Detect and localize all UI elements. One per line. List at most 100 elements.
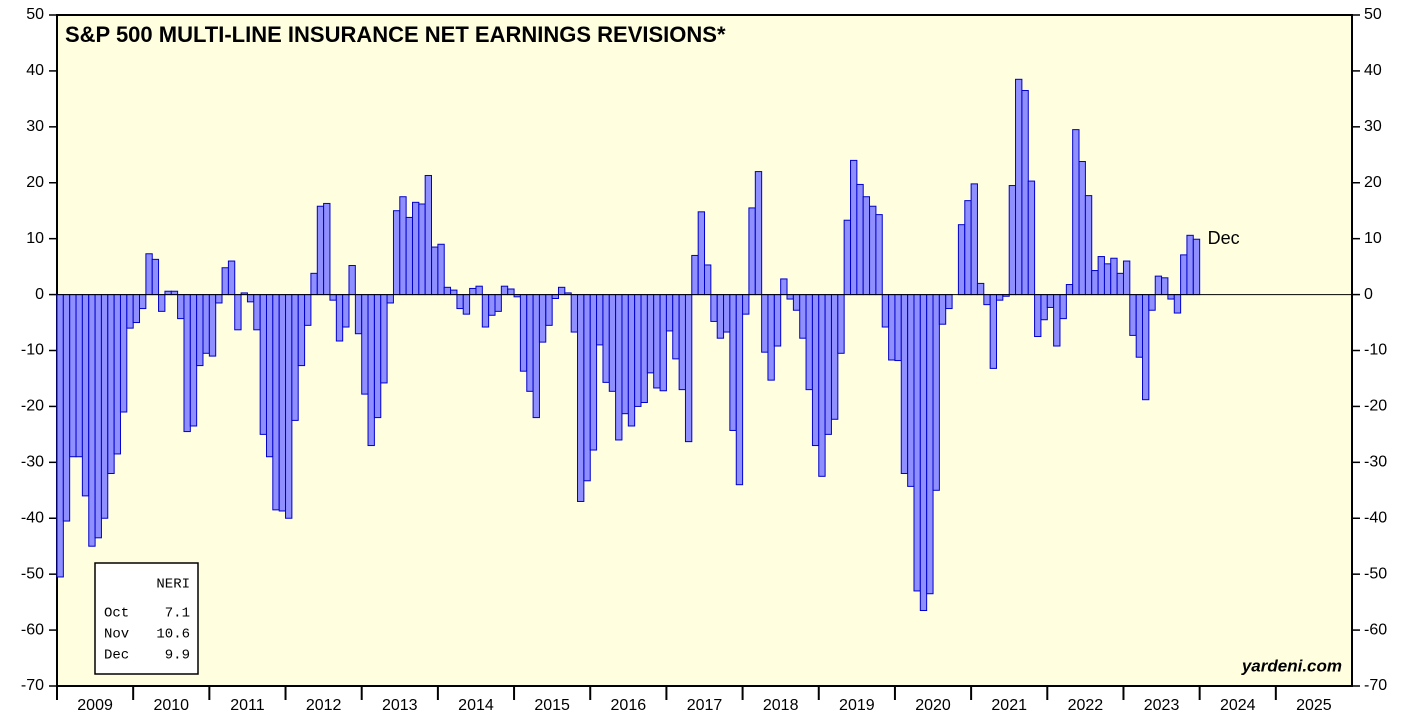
y2-tick-label: -20 [1364, 398, 1387, 415]
x-tick-label: 2016 [611, 697, 647, 714]
bar [272, 294, 280, 511]
bar [1142, 294, 1150, 401]
x-tick-label: 2010 [153, 697, 189, 714]
x-tick-label: 2013 [382, 697, 418, 714]
bar [481, 294, 490, 328]
bar [970, 183, 978, 296]
bar [640, 294, 648, 404]
bar [361, 294, 369, 395]
bar [208, 294, 217, 357]
bar [1135, 294, 1144, 358]
bar [196, 294, 204, 367]
bar [1097, 256, 1105, 296]
bar [767, 294, 775, 381]
bar [373, 294, 382, 419]
y2-tick-label: 20 [1364, 174, 1382, 191]
bar [94, 294, 102, 539]
bar [754, 171, 763, 296]
bar [132, 294, 141, 324]
bar [56, 294, 64, 578]
x-tick-label: 2019 [839, 697, 875, 714]
bar [323, 202, 331, 296]
bar [976, 282, 985, 296]
bar [227, 260, 236, 296]
bar [316, 205, 325, 296]
bar [278, 294, 287, 512]
bar [945, 294, 953, 310]
y-tick-label: -60 [21, 621, 44, 638]
bar [1173, 294, 1182, 314]
bar [773, 294, 782, 347]
bar [1192, 238, 1201, 296]
x-tick-label: 2021 [991, 697, 1027, 714]
bar [837, 294, 845, 354]
bar [246, 294, 255, 303]
x-tick-label: 2018 [763, 697, 799, 714]
bar [989, 294, 998, 369]
bar [259, 294, 268, 435]
bar [392, 210, 401, 296]
bar [418, 203, 426, 296]
bar [253, 294, 261, 331]
bar [843, 219, 851, 296]
bar [557, 286, 566, 296]
bar [596, 294, 604, 346]
x-tick-label: 2025 [1296, 697, 1332, 714]
bar [869, 205, 877, 296]
bar [1103, 263, 1112, 296]
bar [862, 196, 871, 296]
bar [126, 294, 134, 329]
bar [881, 294, 890, 328]
bar [1053, 294, 1061, 347]
bar [691, 254, 699, 296]
y2-tick-label: 50 [1364, 6, 1382, 23]
bar [1161, 277, 1169, 296]
bar [1116, 272, 1124, 296]
x-tick-label: 2022 [1068, 697, 1104, 714]
bar [291, 294, 299, 421]
last-label: Dec [1208, 228, 1240, 248]
bar [145, 253, 153, 296]
bar [1084, 195, 1093, 296]
legend-value: 7.1 [165, 606, 190, 622]
y2-tick-label: 10 [1364, 230, 1382, 247]
bar [1180, 254, 1188, 296]
bar [1021, 89, 1029, 296]
bar [443, 286, 452, 296]
bar [932, 294, 940, 491]
chart-title: S&P 500 MULTI-LINE INSURANCE NET EARNING… [65, 22, 726, 47]
bar [469, 287, 477, 296]
legend-month: Dec [104, 648, 129, 664]
bar [799, 294, 807, 339]
bar [1072, 129, 1080, 296]
bar [100, 294, 109, 519]
bar [1154, 275, 1163, 296]
bar [1065, 284, 1074, 296]
bar [1091, 270, 1099, 296]
bar [488, 294, 496, 316]
bar [545, 294, 553, 326]
bar [462, 294, 471, 315]
bar [221, 267, 229, 296]
bar [830, 294, 839, 420]
bar [335, 294, 344, 342]
bar [818, 294, 826, 477]
bar [957, 224, 966, 296]
bar [1027, 180, 1036, 296]
bar [342, 294, 350, 328]
bar [412, 201, 420, 296]
bar [824, 294, 832, 435]
bar [780, 278, 788, 296]
bar [367, 294, 375, 447]
bar [1040, 294, 1048, 321]
bar [577, 294, 585, 502]
bar [684, 294, 693, 443]
bar [615, 294, 623, 441]
bar [1015, 78, 1023, 296]
y-tick-label: -30 [21, 454, 44, 471]
bar [653, 294, 661, 389]
bar [583, 294, 591, 482]
legend-value: 10.6 [156, 627, 190, 643]
y-tick-label: 30 [26, 118, 44, 135]
bar [1167, 294, 1175, 300]
